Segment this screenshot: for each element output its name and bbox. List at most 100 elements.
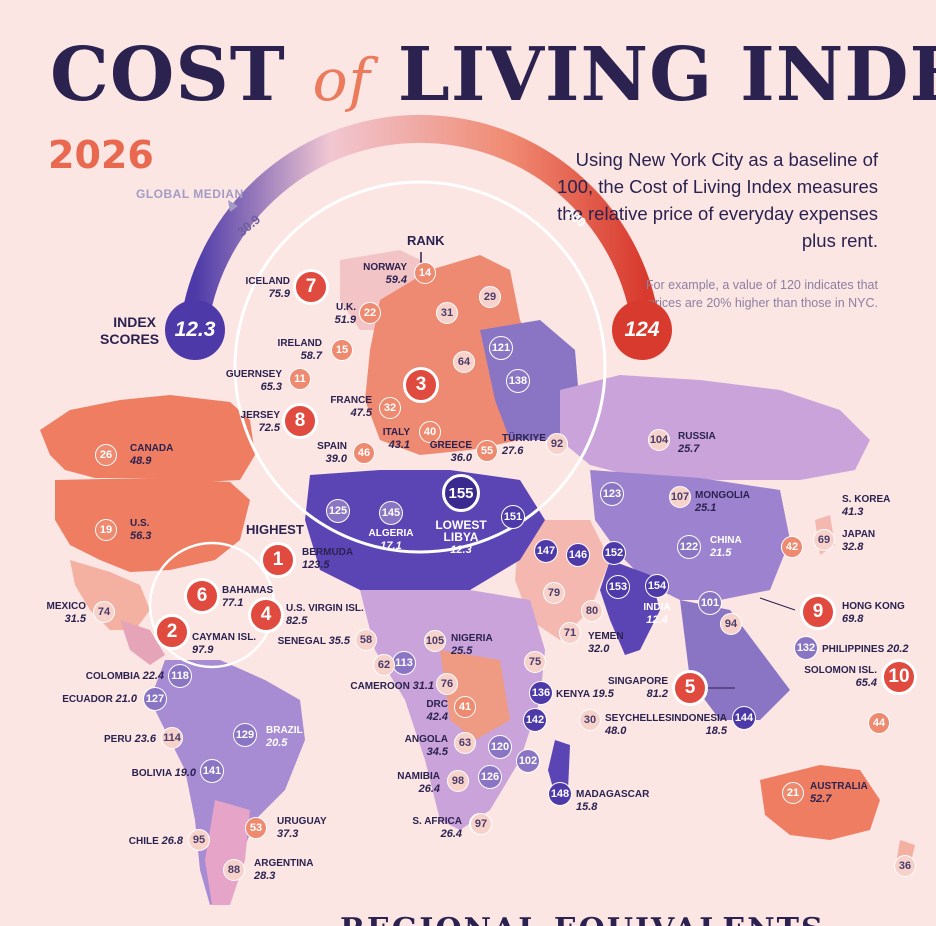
rank-badge-canada: 26 (95, 444, 117, 466)
rank-badge-bolivia: 141 (200, 759, 224, 783)
rank-badge-other: 64 (453, 351, 475, 373)
label-angola: ANGOLA 34.5 (404, 734, 448, 758)
south-america-shape (150, 660, 305, 905)
label-france: FRANCE 47.5 (330, 395, 372, 419)
label-senegal: SENEGAL 35.5 (277, 635, 350, 647)
rank-badge-other: 113 (392, 651, 416, 675)
rank-badge-other: 153 (606, 575, 630, 599)
label-madagascar: MADAGASCAR 15.8 (576, 789, 650, 813)
label-algeria: ALGERIA 17.1 (368, 528, 414, 552)
label-turkiye: TÜRKIYE 27.6 (502, 433, 546, 457)
rank-badge-uk: 22 (359, 302, 381, 324)
label-usvi: U.S. VIRGIN ISL. 82.5 (286, 603, 364, 627)
median-marker (228, 200, 238, 212)
rank-badge-other: 29 (479, 286, 501, 308)
label-hongkong: HONG KONG 69.8 (842, 601, 905, 625)
rank-badge-ireland: 15 (331, 339, 353, 361)
label-australia: AUSTRALIA 52.7 (810, 781, 868, 805)
label-cayman: CAYMAN ISL. 97.9 (192, 632, 257, 656)
north-africa-shape (305, 470, 545, 595)
label-chile: CHILE 26.8 (128, 835, 183, 847)
canada-shape (40, 395, 255, 482)
label-skorea: S. KOREA 41.3 (842, 494, 891, 518)
rank-badge-cayman: 2 (154, 614, 190, 650)
rank-badge-brazil: 129 (233, 723, 257, 747)
label-uruguay: URUGUAY 37.3 (277, 816, 327, 840)
rank-label: RANK (407, 233, 445, 248)
rank-badge-solomon: 10 (881, 659, 917, 695)
rank-badge-other: 44 (868, 712, 890, 734)
rank-badge-other: 123 (600, 482, 624, 506)
rank-badge-guernsey: 11 (289, 368, 311, 390)
label-greece: GREECE 36.0 (429, 440, 472, 464)
rank-badge-seychelles: 30 (579, 709, 601, 731)
hongkong-leader (759, 597, 796, 611)
label-guernsey: GUERNSEY 65.3 (225, 369, 282, 393)
rank-badge-bahamas: 6 (184, 578, 220, 614)
label-china: CHINA 21.5 (710, 535, 742, 559)
example-text: For example, a value of 120 indicates th… (645, 278, 878, 310)
rank-badge-france: 32 (379, 397, 401, 419)
label-mexico: MEXICO 31.5 (46, 601, 86, 625)
title-part1: COST (50, 32, 286, 118)
rank-badge-other: 146 (566, 543, 590, 567)
rank-badge-japan: 69 (813, 529, 835, 551)
rank-badge-yemen: 71 (559, 622, 581, 644)
rank-badge-spain: 46 (353, 442, 375, 464)
label-canada: CANADA 48.9 (130, 443, 174, 467)
min-score-badge: 12.3 (165, 300, 225, 360)
gauge-arc (181, 114, 659, 323)
rank-badge-other: 125 (326, 499, 350, 523)
rank-badge-kenya: 136 (529, 681, 553, 705)
rank-badge-australia: 21 (782, 782, 804, 804)
label-brazil: BRAZIL 20.5 (266, 725, 303, 749)
mexico-shape (70, 560, 150, 630)
rank-badge-other: 75 (524, 651, 546, 673)
rank-badge-uruguay: 53 (245, 817, 267, 839)
rank-badge-mongolia: 107 (669, 486, 691, 508)
rank-badge-other: 138 (506, 369, 530, 393)
rank-badge-other: 142 (523, 708, 547, 732)
rank-badge-namibia: 98 (447, 770, 469, 792)
rank-badge-norway: 14 (414, 262, 436, 284)
rank-badge-other: 101 (698, 591, 722, 615)
label-italy: ITALY 43.1 (382, 427, 410, 451)
rank-badge-jersey: 8 (282, 403, 318, 439)
rank-badge-china: 122 (677, 535, 701, 559)
rank-badge-other: 97 (470, 813, 492, 835)
title-connector: of (312, 46, 372, 114)
label-nigeria: NIGERIA 25.5 (451, 633, 493, 657)
rank-badge-india: 154 (645, 574, 669, 598)
label-us: U.S. 56.3 (130, 518, 152, 542)
rank-badge-skorea: 42 (781, 536, 803, 558)
rank-badge-chile: 95 (188, 829, 210, 851)
rank-badge-russia: 104 (648, 429, 670, 451)
max-score-badge: 124 (612, 300, 672, 360)
rank-badge-other: 120 (488, 735, 512, 759)
rank-badge-algeria: 145 (379, 501, 403, 525)
global-median-label: GLOBAL MEDIAN (136, 187, 244, 201)
rank-badge-angola: 63 (454, 732, 476, 754)
usa-shape (55, 478, 250, 572)
label-japan: JAPAN 32.8 (842, 529, 876, 553)
rank-badge-other: 121 (489, 336, 513, 360)
rank-badge-peru: 114 (161, 727, 183, 749)
label-namibia: NAMIBIA 26.4 (397, 771, 440, 795)
section-subheading: REGIONAL EQUIVALENTS (340, 912, 825, 926)
page-title: COST of LIVING INDEX (50, 38, 936, 112)
rank-badge-philippines: 132 (794, 636, 818, 660)
rank-badge-bermuda: 1 (260, 542, 296, 578)
label-seychelles: SEYCHELLES 48.0 (605, 713, 672, 737)
intro-text: Using New York City as a baseline of 100… (557, 149, 878, 251)
rank-badge-ecuador: 127 (143, 687, 167, 711)
label-bahamas: BAHAMAS 77.1 (222, 585, 274, 609)
rank-badge-greece: 55 (476, 440, 498, 462)
rank-badge-other: 31 (436, 302, 458, 324)
rank-badge-other: 62 (373, 654, 395, 676)
label-singapore: SINGAPORE 81.2 (607, 676, 668, 700)
rank-badge-us: 19 (95, 519, 117, 541)
rank-badge-colombia: 118 (168, 664, 192, 688)
rank-badge-other: 80 (581, 600, 603, 622)
